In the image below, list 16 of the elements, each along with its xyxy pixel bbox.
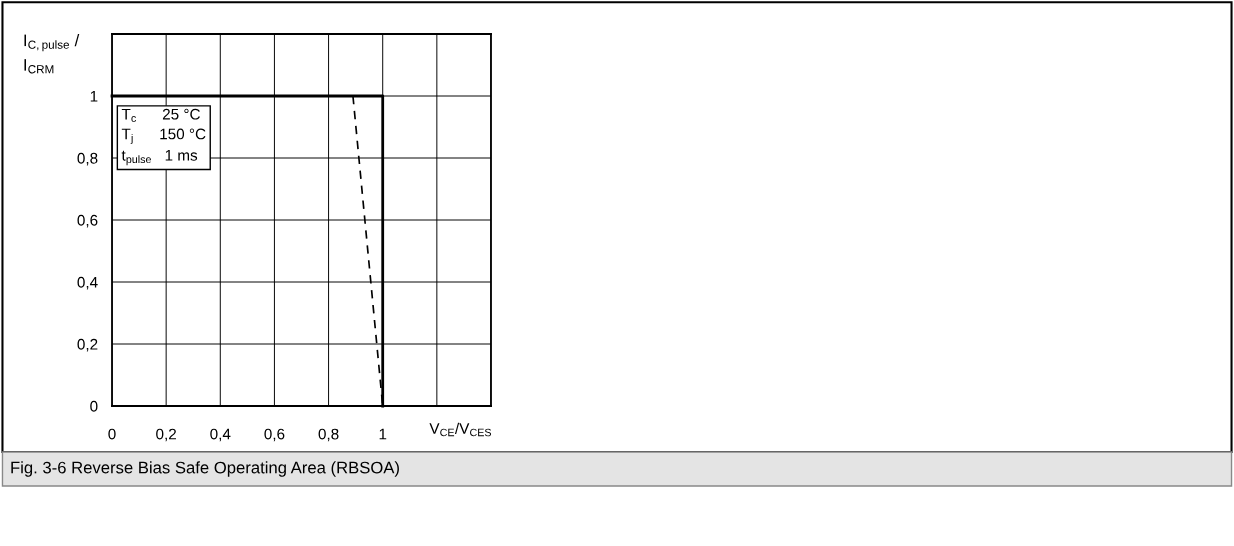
x-tick-label: 0 [108, 428, 116, 440]
x-tick-label: 0,2 [156, 428, 176, 442]
y-tick-label: 0,2 [77, 338, 98, 352]
y-tick-label: 0,6 [77, 214, 98, 228]
x-tick-label: 0,8 [318, 428, 339, 442]
x-tick-label: 0,6 [264, 428, 285, 442]
y-tick-label: 0 [90, 400, 98, 412]
caption: Fig. 3-6 Reverse Bias Safe Operating Area (RBSOA) [11, 461, 399, 477]
y-tick-label: 0,4 [77, 276, 98, 290]
x-axis-title: V$_{CE}$/V$_{CES}$ [429, 422, 492, 437]
y-tick-label: 0,8 [77, 152, 98, 166]
text: T$_{c}$ 25 °C T$_{j}$ 150 °C t$_{pulse}$ 1 ms [121, 108, 206, 166]
y-tick-label: 1 [90, 91, 98, 102]
x-tick-label: 0,4 [210, 428, 231, 442]
x-tick-label: 1 [379, 428, 387, 440]
text: I$_{C,pulse}$ / I$_{CRM}$ [24, 34, 80, 74]
